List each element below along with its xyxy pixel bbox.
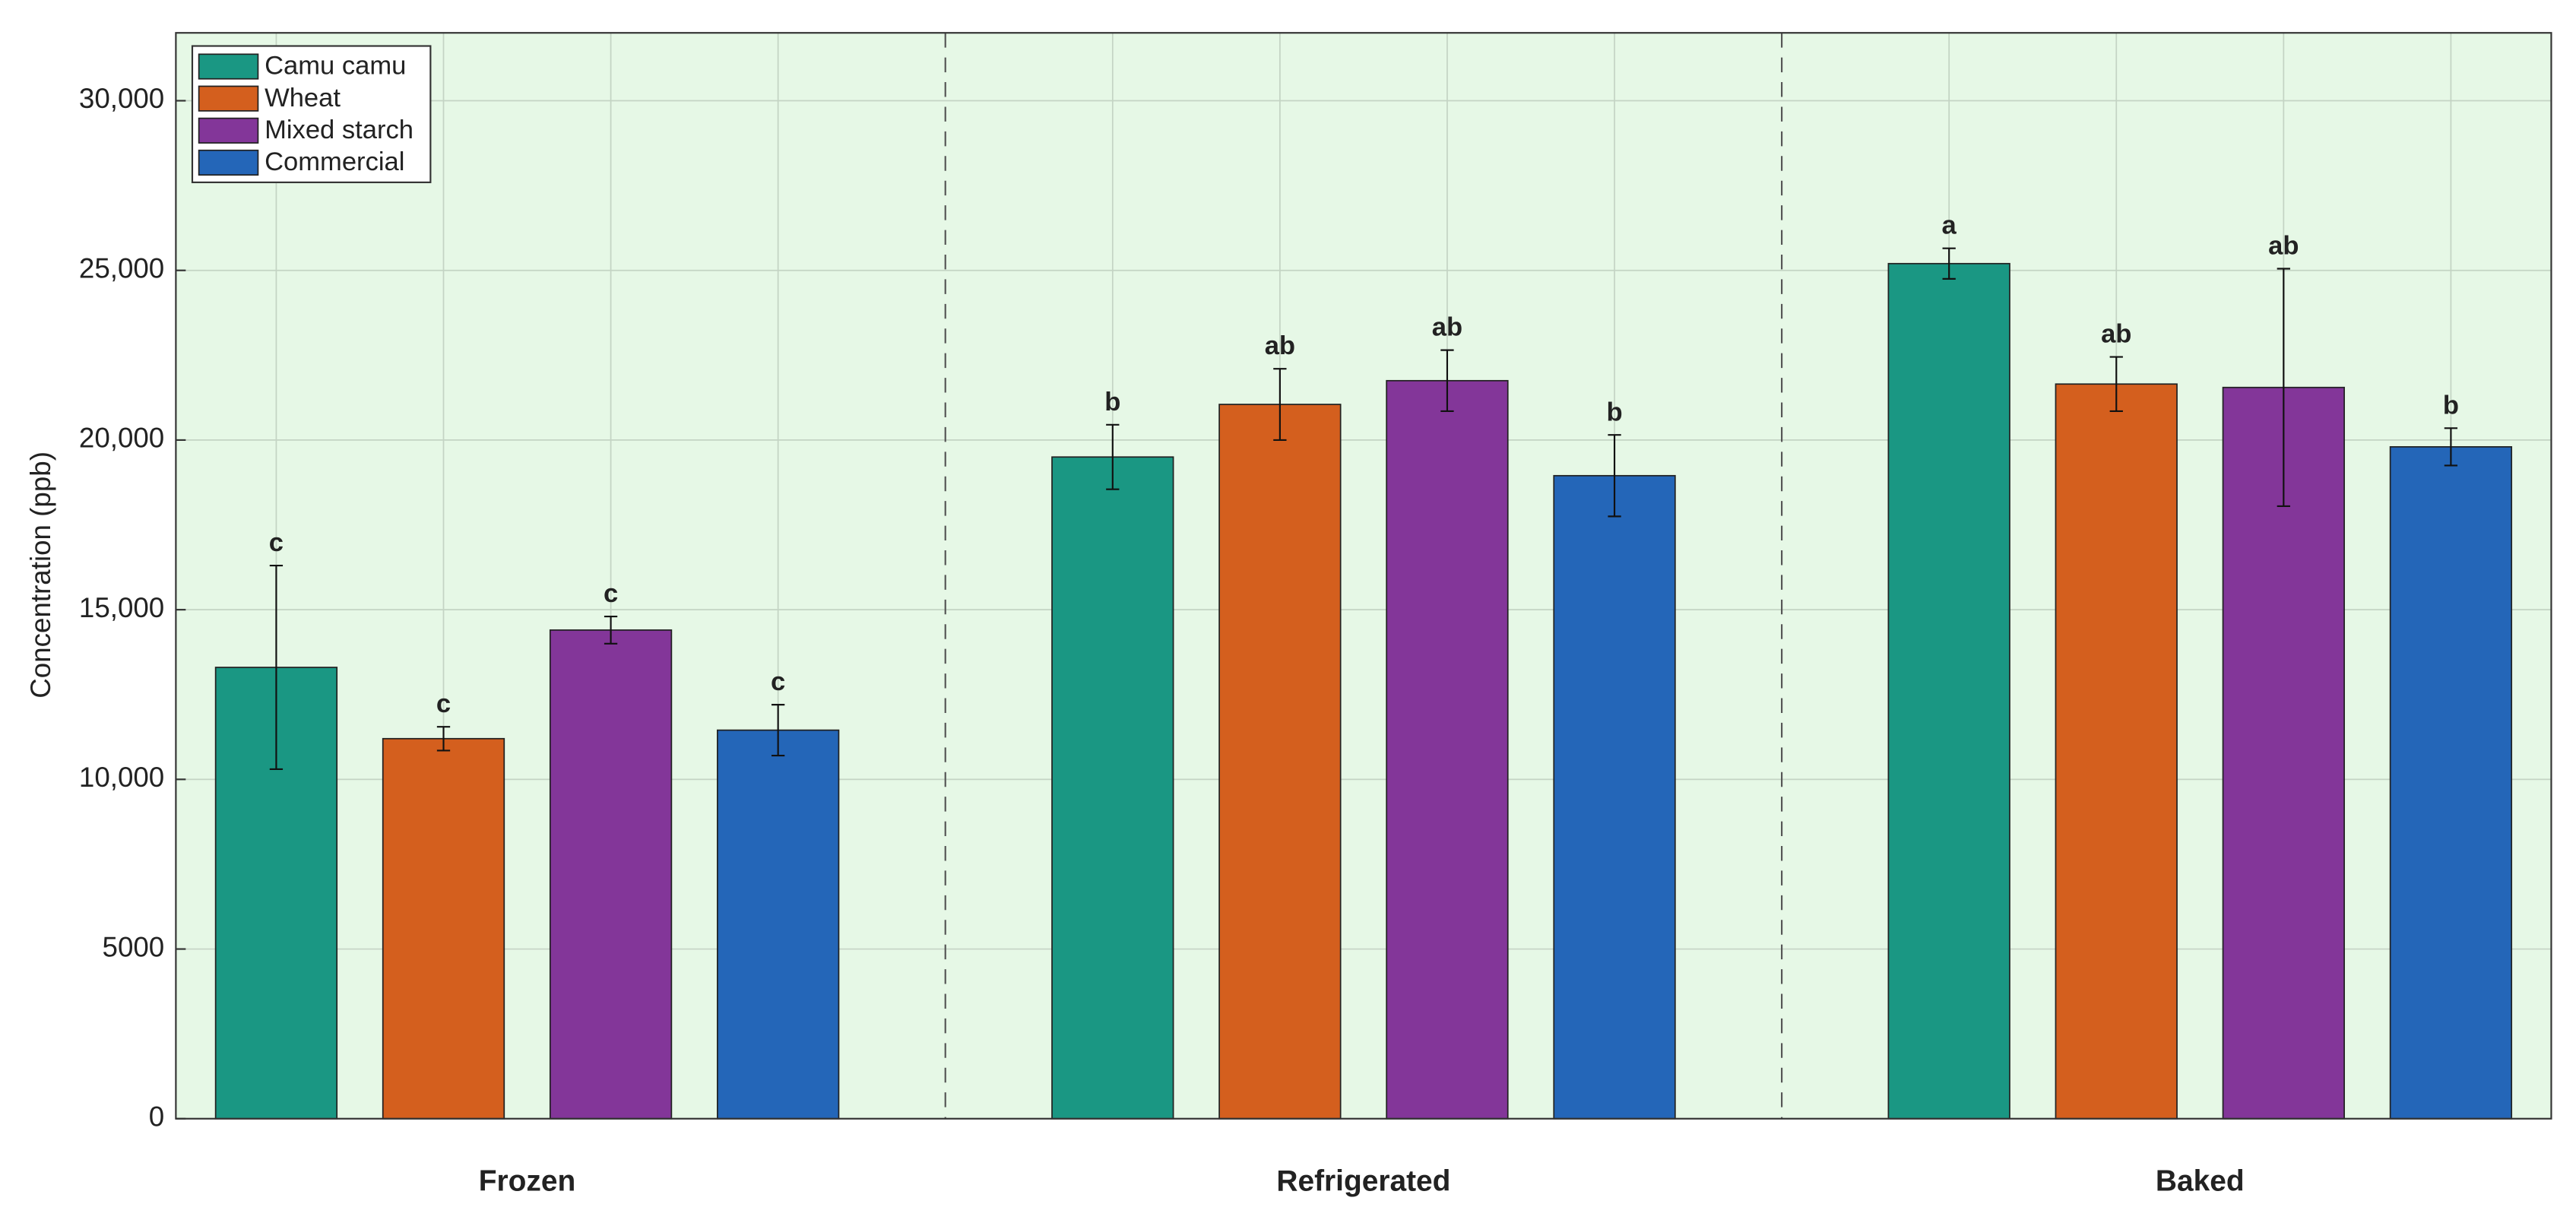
significance-label: c (269, 528, 284, 557)
legend-swatch (198, 85, 259, 112)
legend-swatch (198, 53, 259, 80)
bar (382, 737, 505, 1120)
y-tick-label: 25,000 (79, 252, 164, 284)
y-axis-label: Concentration (ppb) (25, 451, 56, 699)
significance-label: a (1942, 211, 1957, 240)
bar (1218, 404, 1342, 1120)
bar (2389, 445, 2513, 1120)
significance-label: b (1104, 388, 1120, 417)
significance-label: ab (1432, 313, 1462, 342)
significance-label: c (436, 689, 451, 718)
legend-swatch (198, 149, 259, 176)
plot-background (176, 33, 2552, 1119)
bar (2222, 386, 2345, 1120)
significance-label: b (1606, 398, 1622, 426)
x-tick-label: Refrigerated (1276, 1164, 1450, 1197)
legend-swatch (198, 117, 259, 144)
y-tick-label: 20,000 (79, 423, 164, 454)
y-tick-label: 10,000 (79, 762, 164, 793)
bar (2055, 383, 2178, 1120)
x-tick-label: Frozen (479, 1164, 575, 1197)
y-tick-label: 5000 (103, 931, 165, 962)
bar (1051, 456, 1174, 1120)
y-tick-label: 0 (149, 1101, 164, 1132)
legend-label: Wheat (265, 84, 341, 112)
bar (717, 729, 840, 1120)
significance-label: ab (2101, 320, 2131, 349)
significance-label: c (771, 667, 785, 696)
bar (1553, 474, 1676, 1120)
significance-label: b (2443, 391, 2459, 420)
bar (1386, 379, 1509, 1120)
plot-frame (175, 32, 2552, 1120)
significance-label: c (604, 579, 618, 608)
bar (549, 629, 673, 1120)
significance-label: ab (2268, 232, 2299, 261)
significance-label: ab (1265, 331, 1295, 360)
y-tick-label: 30,000 (79, 83, 164, 114)
legend-label: Commercial (265, 147, 404, 176)
y-tick-label: 15,000 (79, 592, 164, 623)
bar (1887, 262, 2010, 1120)
x-tick-label: Baked (2156, 1164, 2245, 1197)
legend-label: Camu camu (265, 52, 406, 81)
legend-label: Mixed starch (265, 116, 413, 144)
